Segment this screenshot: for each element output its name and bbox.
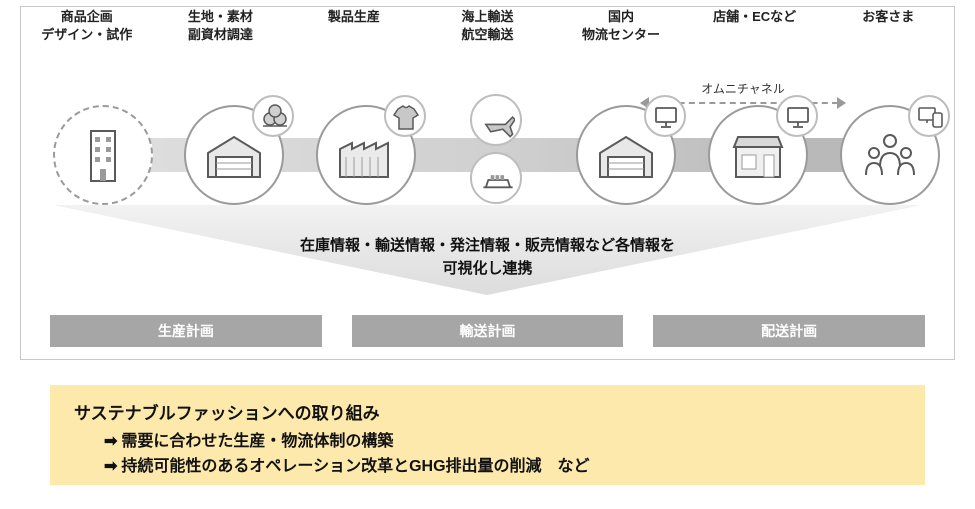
stage-node [184, 105, 284, 205]
stage-node [53, 105, 153, 205]
stage-label: お客さま [821, 8, 955, 43]
monitor-icon [776, 95, 818, 137]
info-funnel: 在庫情報・輸送情報・発注情報・販売情報など各情報を 可視化し連携 [53, 205, 922, 295]
omnichannel-label: オムニチャネル [688, 80, 798, 97]
plan-row: 生産計画輸送計画配送計画 [50, 315, 925, 347]
plan-block: 配送計画 [653, 315, 925, 347]
stage-label: 生地・素材 副資材調達 [154, 8, 288, 43]
devices-icon [908, 95, 950, 137]
building-icon [71, 123, 135, 187]
factory-icon [334, 123, 398, 187]
sustainability-callout: サステナブルファッションへの取り組み 需要に合わせた生産・物流体制の構築 持続可… [50, 385, 925, 485]
warehouse-icon [202, 123, 266, 187]
stage-label: 海上輸送 航空輸送 [421, 8, 555, 43]
funnel-text: 在庫情報・輸送情報・発注情報・販売情報など各情報を 可視化し連携 [53, 235, 922, 280]
callout-line: 持続可能性のあるオペレーション改革とGHG排出量の削減 など [74, 455, 901, 480]
rolls-icon [252, 95, 294, 137]
flow-area: オムニチャネル [20, 72, 955, 212]
stage-node [316, 105, 416, 205]
store-icon [726, 123, 790, 187]
plan-block: 輸送計画 [352, 315, 624, 347]
plan-block: 生産計画 [50, 315, 322, 347]
airplane-icon [470, 94, 522, 146]
stage-node [576, 105, 676, 205]
callout-line: 需要に合わせた生産・物流体制の構築 [74, 430, 901, 455]
stage-node [840, 105, 940, 205]
stage-label: 店舗・ECなど [688, 8, 822, 43]
ship-icon [470, 152, 522, 204]
stage-label: 製品生産 [287, 8, 421, 43]
stage-label: 国内 物流センター [554, 8, 688, 43]
monitor-icon [644, 95, 686, 137]
stage-labels-row: 商品企画 デザイン・試作生地・素材 副資材調達製品生産海上輸送 航空輸送国内 物… [20, 8, 955, 43]
stage-label: 商品企画 デザイン・試作 [20, 8, 154, 43]
stage-node [708, 105, 808, 205]
shirt-icon [384, 95, 426, 137]
callout-title: サステナブルファッションへの取り組み [74, 399, 901, 424]
people-icon [858, 123, 922, 187]
warehouse-icon [594, 123, 658, 187]
